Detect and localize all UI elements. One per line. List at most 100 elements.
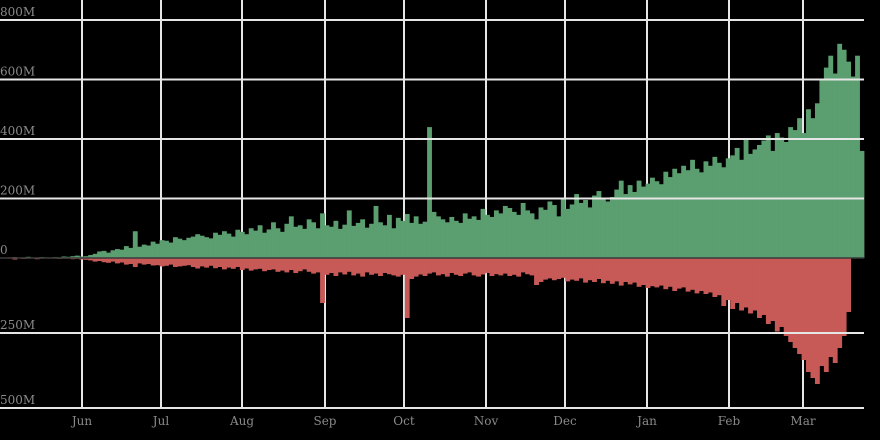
negative-bar [253,258,259,270]
positive-bar [578,202,584,258]
positive-bar [547,201,553,258]
positive-bar [106,252,111,258]
negative-bar [364,258,370,273]
positive-bar [275,228,281,258]
negative-bar [311,258,317,274]
positive-bar [685,170,691,258]
negative-bar [565,258,571,282]
x-tick-label: Oct [393,414,415,428]
negative-bar [436,258,441,276]
positive-bar [181,240,187,258]
positive-bar [115,249,120,258]
positive-bar [618,180,624,258]
negative-bar [654,258,660,288]
negative-bar [560,258,566,278]
negative-bar [288,258,294,270]
positive-bar [520,202,526,258]
negative-bar [337,258,343,273]
positive-bar [667,177,673,258]
negative-bar [596,258,602,279]
positive-bar [293,226,299,258]
negative-bar [627,258,633,285]
negative-bar [449,258,455,273]
positive-bar [382,225,388,258]
positive-bar [199,235,205,258]
x-tick-label: Sep [313,414,336,428]
negative-bar [244,258,250,269]
negative-bar [279,258,285,271]
negative-bar [672,258,678,291]
horizontal-gridlines [0,19,864,409]
negative-bar [92,258,98,262]
negative-bar [123,258,129,265]
positive-bar [88,255,94,258]
negative-bar [444,258,450,277]
negative-bar [97,258,103,261]
positive-bar [315,228,321,258]
negative-bar [828,258,834,357]
negative-bar [837,258,843,348]
positive-bar [507,208,513,258]
positive-bar [480,208,486,258]
positive-bar [351,225,357,258]
negative-bar [471,258,477,276]
x-tick-label: Aug [229,414,254,428]
positive-bar [427,127,432,258]
negative-bar [83,258,89,260]
positive-bar [859,150,865,258]
negative-bar [239,258,245,270]
negative-bar [797,258,802,354]
positive-bar [101,250,107,258]
negative-bar [333,258,339,276]
positive-bar [672,168,678,258]
negative-bar [520,258,526,273]
positive-bar [195,234,201,258]
positive-bar [74,255,80,258]
positive-bar [266,229,272,258]
positive-bar [436,216,441,258]
negative-bar [235,258,241,267]
positive-bar [239,231,245,258]
negative-bar [623,258,629,282]
positive-bar [641,186,646,258]
positive-bar [650,177,655,258]
positive-bar [493,210,499,258]
positive-bar [342,224,348,258]
negative-bar [106,258,111,263]
positive-bar [422,221,428,258]
positive-bar [467,218,473,258]
positive-bar [810,118,816,258]
negative-bar [770,258,776,321]
positive-bar [765,135,771,258]
positive-bar [360,219,366,258]
positive-bar [137,246,143,258]
positive-bar [271,222,276,258]
positive-bar [690,159,695,258]
positive-bar [386,214,392,258]
negative-bar [748,258,753,314]
negative-bar [418,258,424,275]
negative-bar [502,258,508,274]
negative-bar [645,258,651,288]
negative-bar [743,258,749,308]
negative-bar [271,258,276,270]
negative-bar [690,258,695,290]
negative-bar [226,258,232,268]
positive-bar [190,236,196,258]
positive-bar [850,76,856,259]
negative-bar [788,258,794,342]
positive-bar [703,161,709,258]
negative-bar [208,258,214,266]
positive-bar [395,217,401,258]
negative-bar [511,258,517,275]
positive-bar [159,240,165,258]
positive-bar [213,232,218,258]
positive-bar [560,198,566,258]
negative-bar [159,258,165,267]
negative-bar [810,258,816,378]
x-tick-label: Mar [790,414,815,428]
negative-bar [534,258,539,285]
x-tick-label: Jan [635,414,657,428]
negative-bar [386,258,392,275]
